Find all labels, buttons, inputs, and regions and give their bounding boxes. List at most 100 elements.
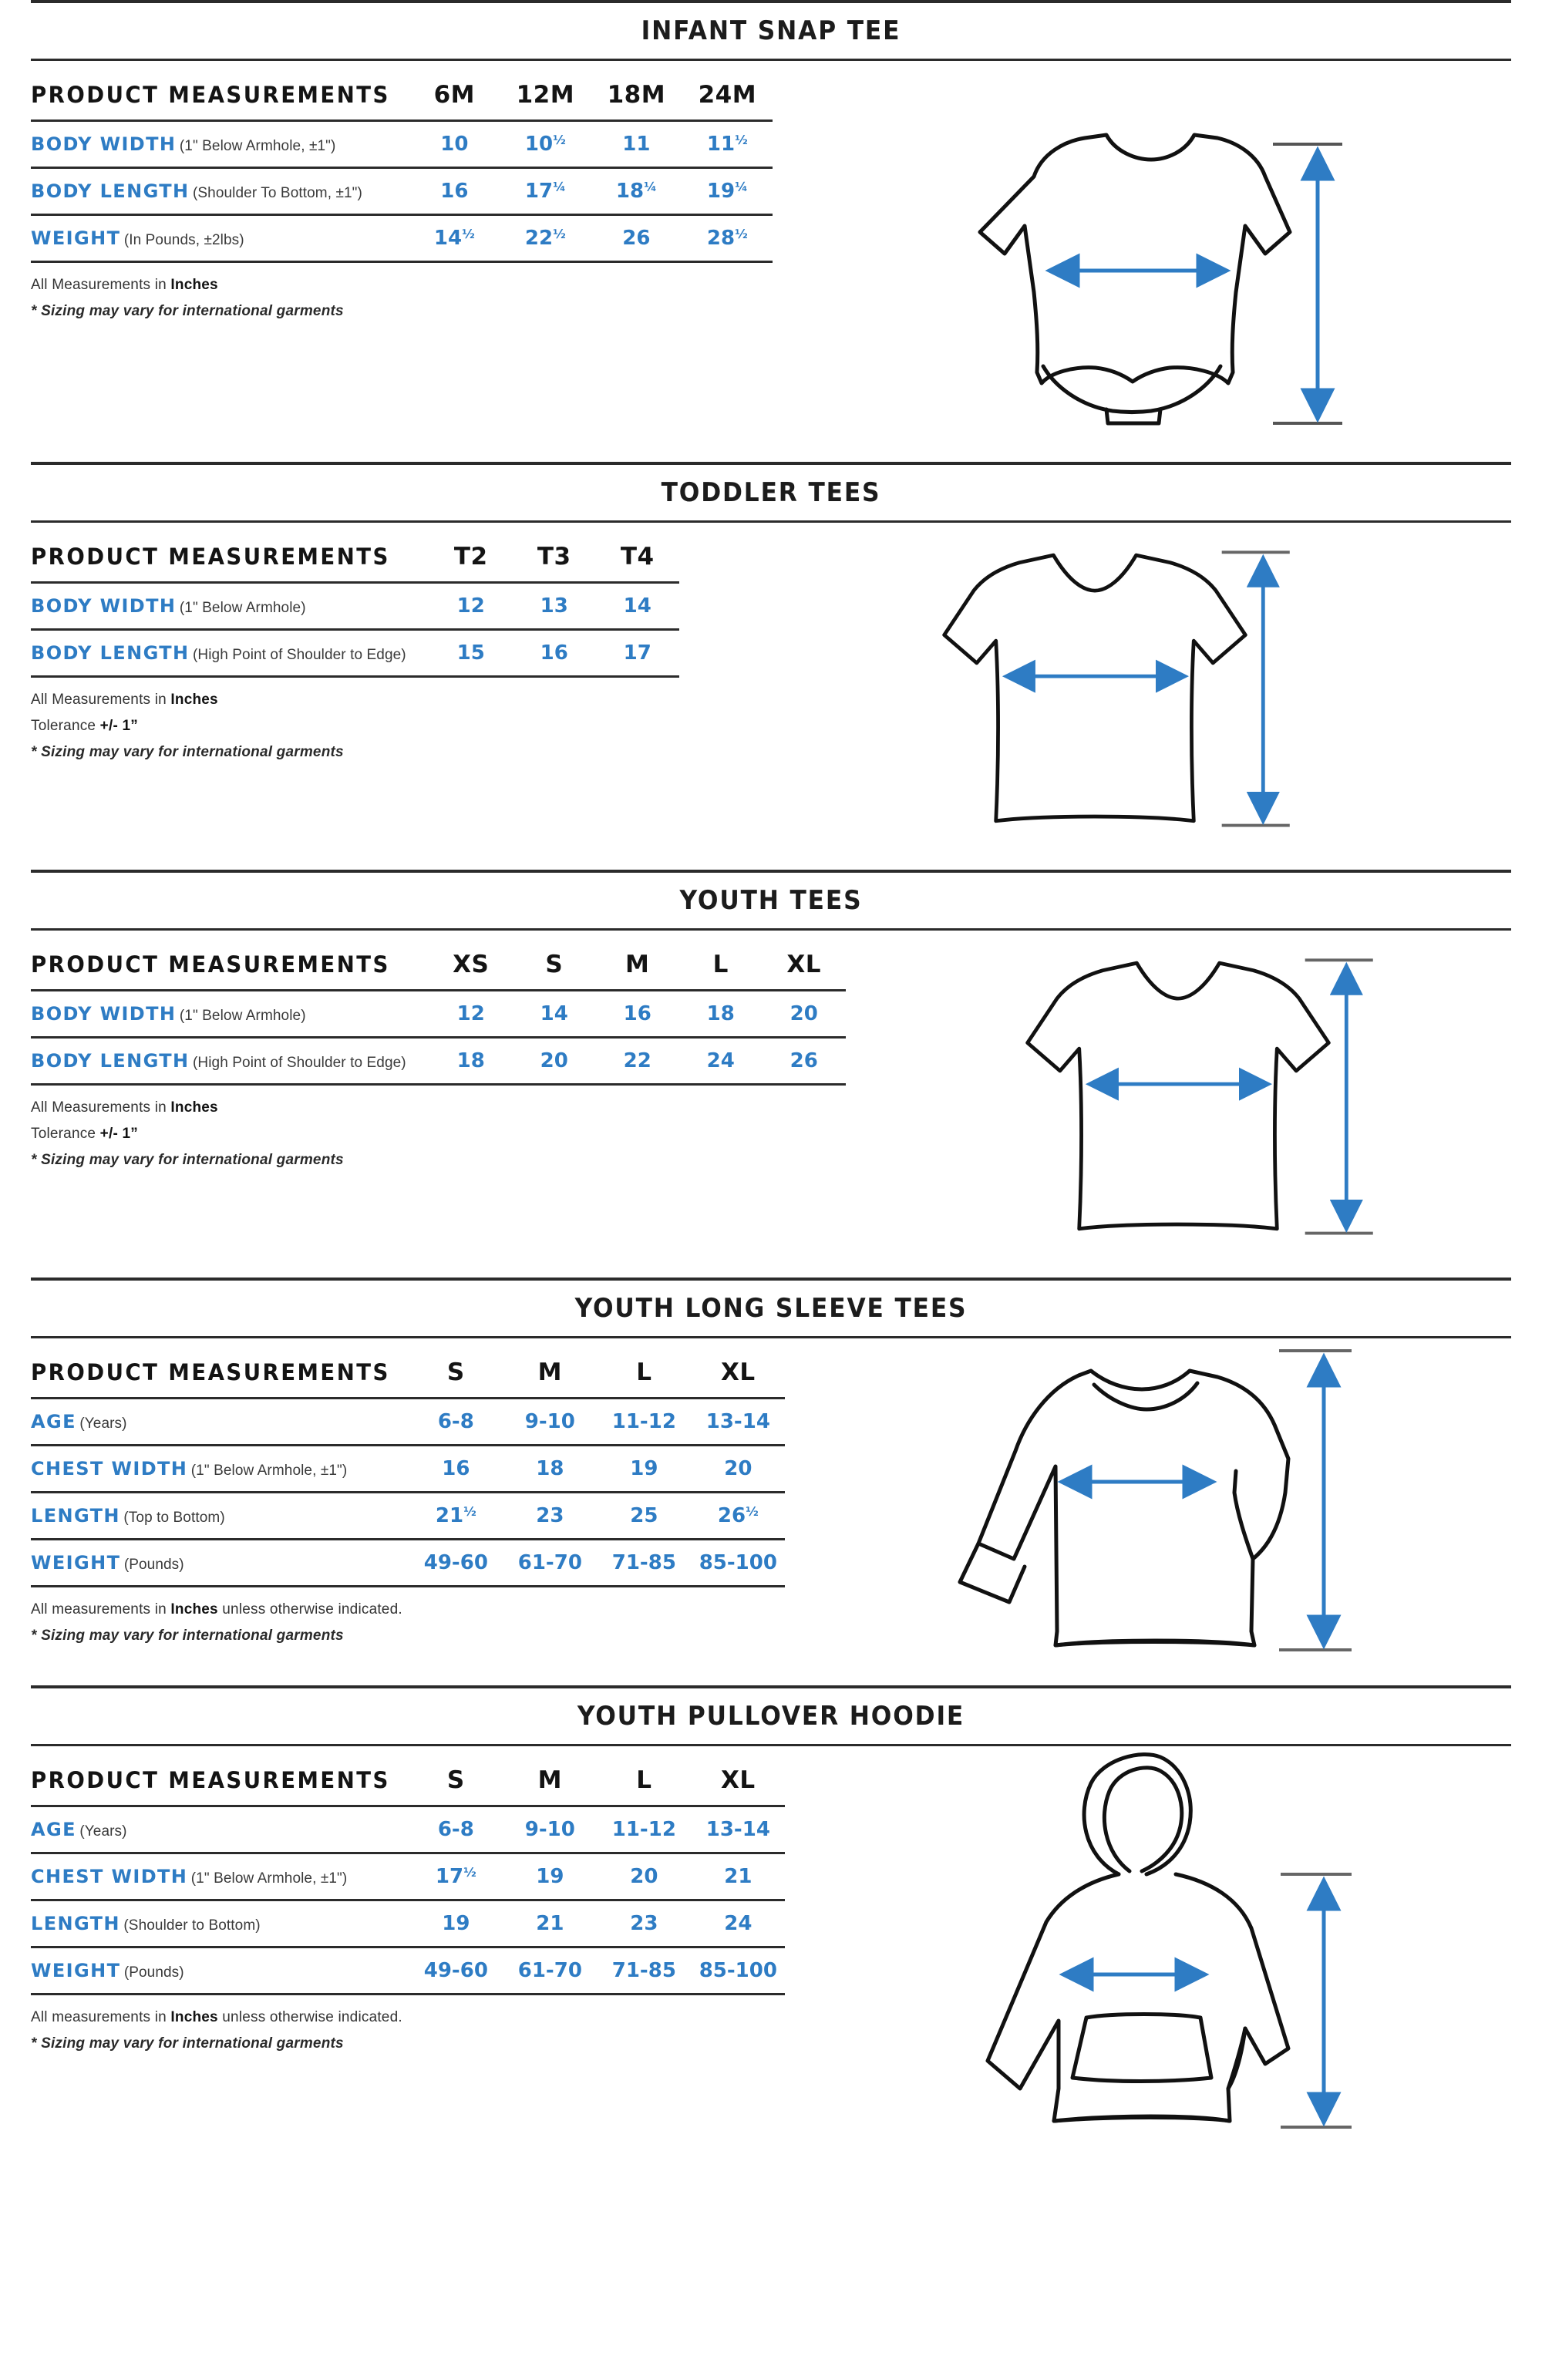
measurement-value: 85-100 <box>691 1538 786 1587</box>
measurement-value: 16 <box>595 989 679 1038</box>
measurement-value: 9-10 <box>503 1805 598 1853</box>
size-header-xl: XL <box>786 951 822 978</box>
section-title-youth-pullover-hoodie: YOUTH PULLOVER HOODIE <box>577 1701 965 1732</box>
measurement-value: 21 <box>691 1852 786 1900</box>
note-international: * Sizing may vary for international garm… <box>31 1628 344 1644</box>
measurements-table: PRODUCT MEASUREMENTS XS S M L XL BODY WIDTH (… <box>31 951 846 1086</box>
row-label-note: (High Point of Shoulder to Edge) <box>192 1054 406 1071</box>
size-header-12m: 12M <box>516 81 575 109</box>
measurement-value: 26½ <box>691 1491 786 1540</box>
note-international: * Sizing may vary for international garm… <box>31 744 344 760</box>
measurement-value: 19 <box>503 1852 598 1900</box>
measurement-value: 17¼ <box>500 167 591 215</box>
note-units: All measurements in Inches unless otherw… <box>31 2009 402 2025</box>
measurement-value: 24 <box>691 1899 786 1947</box>
tee-illustration <box>1025 958 1374 1235</box>
size-header-18m: 18M <box>607 81 666 109</box>
row-label: BODY LENGTH (Shoulder To Bottom, ±1") <box>31 167 409 215</box>
measurement-value: 25 <box>597 1491 692 1540</box>
table-body: AGE (Years) 6-8 9-10 11-12 13-14 CHEST WIDTH … <box>31 1397 786 1587</box>
infant-onesie-illustration <box>978 133 1343 426</box>
measurement-value: 9-10 <box>503 1397 598 1446</box>
section-body-infant-snap-tee: PRODUCT MEASUREMENTS 6M 12M 18M 24M BODY WID… <box>31 61 1511 462</box>
measurement-value: 17 <box>595 628 679 678</box>
size-header-24m: 24M <box>698 81 757 109</box>
row-label-note: (Shoulder To Bottom, ±1") <box>192 184 362 201</box>
size-header-m: M <box>537 1766 562 1794</box>
measurement-value: 6-8 <box>409 1805 503 1853</box>
section-divider-top <box>31 0 1511 3</box>
row-label-note: (Pounds) <box>123 1964 184 1981</box>
table-row: CHEST WIDTH (1" Below Armhole, ±1") 16 18 1… <box>31 1444 786 1493</box>
garment-illustration-wrapper <box>679 523 1511 870</box>
row-label-note: (Years) <box>79 1823 127 1840</box>
size-header-t2: T2 <box>453 543 488 571</box>
section-divider-top <box>31 870 1511 873</box>
row-label: CHEST WIDTH (1" Below Armhole, ±1") <box>31 1852 409 1900</box>
measurement-value: 21½ <box>409 1491 503 1540</box>
note-tolerance: Tolerance +/- 1” <box>31 1126 138 1142</box>
row-label-note: (High Point of Shoulder to Edge) <box>192 646 406 663</box>
measurement-value: 18 <box>503 1444 598 1493</box>
row-label-name: AGE <box>31 1818 76 1840</box>
size-chart-sheet: INFANT SNAP TEE PRODUCT MEASUREMENTS 6M 12… <box>31 0 1511 2147</box>
product-measurements-header: PRODUCT MEASUREMENTS <box>31 544 390 570</box>
row-label-note: (Years) <box>79 1415 127 1432</box>
measurement-value: 23 <box>503 1491 598 1540</box>
row-label-name: BODY LENGTH <box>31 180 190 202</box>
row-label-name: LENGTH <box>31 1912 120 1934</box>
row-label: CHEST WIDTH (1" Below Armhole, ±1") <box>31 1444 409 1493</box>
table-row: WEIGHT (In Pounds, ±2lbs) 14½ 22½ 26 28½ <box>31 214 773 263</box>
size-header-l: L <box>712 951 729 978</box>
row-label-name: CHEST WIDTH <box>31 1457 188 1480</box>
section-title-youth-tees: YOUTH TEES <box>679 885 863 916</box>
measurement-value: 85-100 <box>691 1946 786 1995</box>
size-header-l: L <box>636 1358 652 1386</box>
measurement-value: 49-60 <box>409 1538 503 1587</box>
table-head: PRODUCT MEASUREMENTS 6M 12M 18M 24M <box>31 81 773 121</box>
garment-illustration-wrapper <box>846 931 1511 1278</box>
row-label: LENGTH (Top to Bottom) <box>31 1491 409 1540</box>
row-label-note: (Pounds) <box>123 1556 184 1573</box>
table-head: PRODUCT MEASUREMENTS T2 T3 T4 <box>31 543 679 583</box>
measurement-value: 18 <box>429 1036 513 1086</box>
size-header-m: M <box>625 951 650 978</box>
size-header-6m: 6M <box>433 81 476 109</box>
garment-illustration-wrapper <box>773 61 1511 462</box>
tee-illustration <box>942 550 1291 827</box>
note-units: All Measurements in Inches <box>31 277 218 293</box>
row-label: BODY LENGTH (High Point of Shoulder to E… <box>31 1036 429 1086</box>
section-notes: All measurements in Inches unless otherw… <box>31 1995 785 2052</box>
size-header-xl: XL <box>721 1358 756 1386</box>
section-title-infant-snap-tee: INFANT SNAP TEE <box>641 15 901 46</box>
section-divider-top <box>31 462 1511 465</box>
table-head: PRODUCT MEASUREMENTS S M L XL <box>31 1766 785 1806</box>
measurement-value: 19 <box>597 1444 692 1493</box>
size-header-l: L <box>636 1766 652 1794</box>
table-row: WEIGHT (Pounds) 49-60 61-70 71-85 85-100 <box>31 1538 786 1587</box>
table-head: PRODUCT MEASUREMENTS XS S M L XL <box>31 951 846 991</box>
table-row: BODY WIDTH (1" Below Armhole) 12 13 14 <box>31 581 679 630</box>
measurement-value: 20 <box>762 989 846 1038</box>
row-label-name: BODY WIDTH <box>31 1002 177 1025</box>
table-row: WEIGHT (Pounds) 49-60 61-70 71-85 85-100 <box>31 1946 786 1995</box>
section-divider-bottom <box>31 1744 1511 1746</box>
measurement-value: 19 <box>409 1899 503 1947</box>
table-body: AGE (Years) 6-8 9-10 11-12 13-14 CHEST WIDTH … <box>31 1805 786 1995</box>
size-header-t4: T4 <box>620 543 655 571</box>
hoodie-illustration <box>985 1752 1352 2129</box>
measurement-value: 71-85 <box>597 1538 692 1587</box>
measurement-value: 12 <box>429 989 513 1038</box>
size-header-s: S <box>545 951 564 978</box>
measurement-value: 14 <box>512 989 596 1038</box>
table-row: CHEST WIDTH (1" Below Armhole, ±1") 17½ 19… <box>31 1852 786 1900</box>
row-label-name: WEIGHT <box>31 227 121 249</box>
garment-illustration-wrapper <box>785 1746 1511 2147</box>
section-divider-bottom <box>31 520 1511 523</box>
row-label-name: LENGTH <box>31 1504 120 1527</box>
row-label-name: BODY WIDTH <box>31 594 177 617</box>
row-label: AGE (Years) <box>31 1805 409 1853</box>
row-label-note: (Top to Bottom) <box>123 1509 225 1526</box>
note-units: All Measurements in Inches <box>31 1099 218 1116</box>
row-label-note: (Shoulder to Bottom) <box>123 1917 261 1934</box>
